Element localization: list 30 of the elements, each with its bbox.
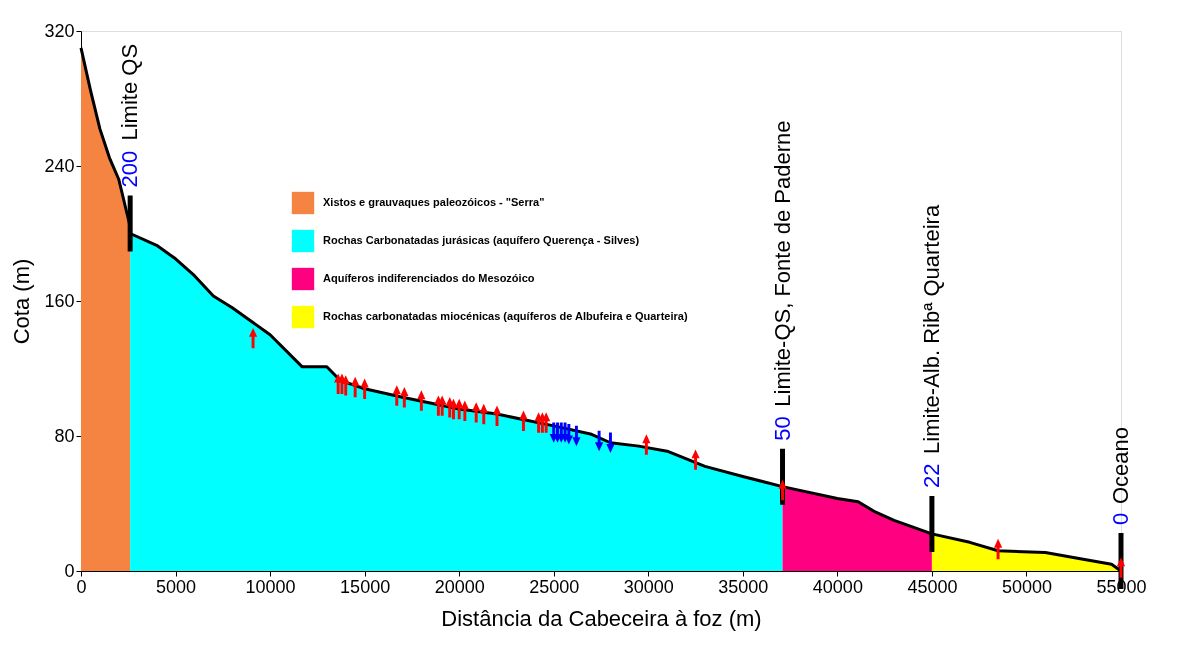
legend-label: Rochas Carbonatadas jurásicas (aquífero Querença - Silves) [323, 234, 640, 246]
annotation: 50 [769, 416, 795, 441]
legend-label: Aquíferos indiferenciados do Mesozóico [323, 272, 535, 284]
x-tick-label: 10000 [245, 576, 296, 597]
ref-line-label: Limite-QS, Fonte de Paderne [769, 120, 795, 407]
x-tick-label: 45000 [907, 576, 958, 597]
annotation: 200 [117, 150, 143, 188]
x-tick-label: 40000 [812, 576, 863, 597]
annotation: 22 [918, 463, 944, 488]
y-tick-label: 160 [44, 290, 75, 311]
ref-line-label: Oceano [1108, 426, 1133, 504]
x-tick-label: 20000 [434, 576, 485, 597]
y-tick-label: 80 [54, 425, 75, 446]
x-tick-label: 35000 [718, 576, 769, 597]
annotation: 0 [1108, 512, 1133, 525]
legend-label: Xistos e grauvaques paleozóicos - "Serra" [323, 196, 545, 208]
y-axis-title: Cota (m) [9, 258, 35, 345]
y-tick-label: 320 [44, 20, 75, 41]
y-tick-label: 240 [44, 155, 75, 176]
x-tick-label: 50000 [1001, 576, 1052, 597]
x-tick-label: 25000 [529, 576, 580, 597]
x-tick-label: 55000 [1096, 576, 1147, 597]
ref-line-label: Limite-Alb. Ribª Quarteira [918, 204, 944, 454]
legend-label: Rochas carbonatadas miocénicas (aquíferos de Albufeira e Quarteira) [323, 310, 688, 322]
x-tick-label: 15000 [340, 576, 391, 597]
x-tick-label: 5000 [156, 576, 197, 597]
x-axis-title: Distância da Cabeceira à foz (m) [441, 605, 762, 631]
x-tick-label: 30000 [623, 576, 674, 597]
y-tick-label: 0 [64, 560, 75, 581]
ref-line-label: Limite QS [117, 43, 143, 141]
